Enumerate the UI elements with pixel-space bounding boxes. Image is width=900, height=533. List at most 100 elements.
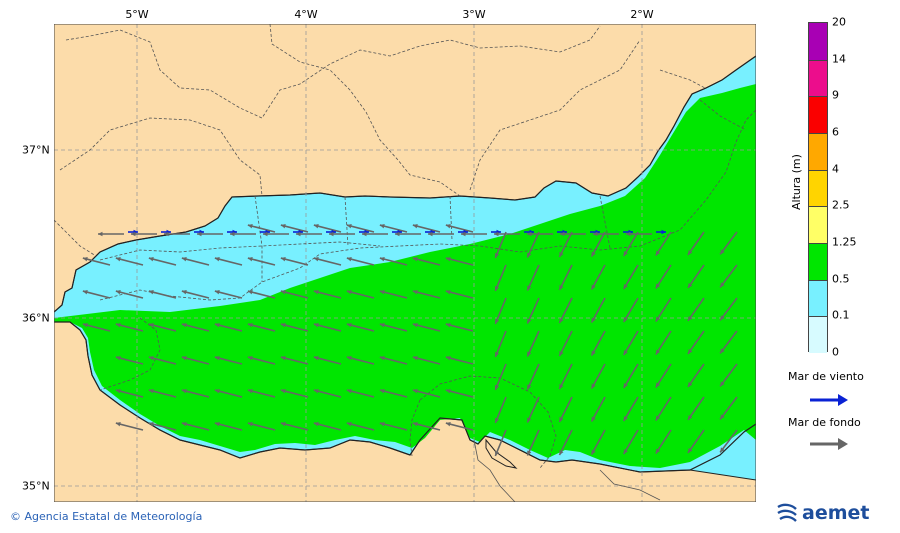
wave-arrow [346,223,375,233]
wave-arrow [115,421,144,431]
legend-tick: 6 [832,125,839,139]
wave-arrow [379,256,408,266]
wave-arrow [655,297,672,322]
wave-arrow [656,229,666,235]
wave-arrow [494,363,507,391]
wave-arrow [214,355,243,365]
wave-arrow [622,363,639,389]
wave-arrow [214,256,243,266]
wave-arrow [494,231,520,237]
wave-arrow [558,264,573,291]
wave-arrow [181,355,210,365]
wave-arrow [558,363,573,390]
legend-title: Altura (m) [790,154,803,210]
wave-arrow [593,231,619,237]
wave-arrow [181,256,210,266]
wave-arrow [115,388,144,398]
wave-arrow [263,231,289,237]
wave-arrow [115,322,144,332]
wave-arrow [719,396,738,420]
wave-arrow [247,355,276,365]
wave-arrow [719,429,738,453]
wave-arrow [445,289,474,299]
wave-arrow [230,231,256,237]
wave-arrow [590,297,606,323]
wave-direction-arrows [82,223,738,457]
wave-arrow [526,396,540,423]
wave-arrow [247,421,276,431]
wave-arrow [82,289,111,299]
wave-arrow [445,223,474,233]
wave-arrow [296,231,322,237]
wave-arrow [379,289,408,299]
wave-arrow [687,264,705,289]
wave-arrow [247,289,276,299]
wave-arrow [622,396,639,422]
wave-arrow [526,429,540,456]
wave-arrow [494,330,507,358]
wave-arrow [280,289,309,299]
wave-arrow [280,388,309,398]
wave-arrow [131,231,157,237]
legend-tick: 0.5 [832,272,850,286]
wave-arrow [558,396,573,423]
wave-arrow [687,330,705,355]
swell-label: Mar de fondo [788,416,861,429]
sea-green [54,84,756,468]
wave-arrow [590,264,606,290]
wave-arrow [412,421,441,431]
wave-arrow [395,231,421,237]
legend-tick: 4 [832,162,839,176]
wave-arrow [181,421,210,431]
wave-arrow [329,231,355,237]
wave-arrow [494,429,507,457]
wave-arrow [148,388,177,398]
wave-arrow [445,256,474,266]
wave-arrow [148,421,177,431]
legend-tick: 2.5 [832,198,850,212]
wave-arrow [655,429,672,454]
wave-arrow [164,231,190,237]
legend-tick: 9 [832,88,839,102]
wave-arrow [687,396,705,421]
legend-swatch [809,96,827,133]
wave-arrow [558,429,573,456]
legend-tick: 1.25 [832,235,857,249]
wave-arrow [719,297,738,321]
legend-tick: 0.1 [832,308,850,322]
wave-arrow [412,322,441,332]
wave-arrow [494,231,507,259]
wave-arrow [197,231,223,237]
legend-swatch [809,169,827,207]
wave-arrow [560,231,586,237]
melilla-peninsula [485,438,518,469]
wave-arrow [247,322,276,332]
wave-arrow [115,355,144,365]
wave-arrow [655,396,672,421]
wave-arrow [313,289,342,299]
lat-label-35n: 35°N [22,479,50,493]
wave-arrow [280,223,309,233]
wave-arrow [82,322,111,332]
wave-arrow [214,388,243,398]
legend-swatch [809,59,827,97]
wave-arrow [526,297,540,324]
legend-tick: 20 [832,15,846,29]
wave-arrow [280,355,309,365]
lat-label-36n: 36°N [22,311,50,325]
wave-arrow [412,289,441,299]
wave-arrow [362,231,388,237]
wave-arrow [526,264,540,291]
wave-arrow [148,322,177,332]
wave-arrow [214,421,243,431]
wave-arrow [313,388,342,398]
wave-arrow [148,289,177,299]
wave-arrow [526,231,540,258]
wave-arrow [622,297,639,323]
wave-arrow [214,322,243,332]
wave-arrow [214,289,243,299]
borders-and-zones [54,24,756,469]
wave-arrow [719,363,738,387]
legend-swatch [809,133,827,170]
legend-tick: 14 [832,52,846,66]
